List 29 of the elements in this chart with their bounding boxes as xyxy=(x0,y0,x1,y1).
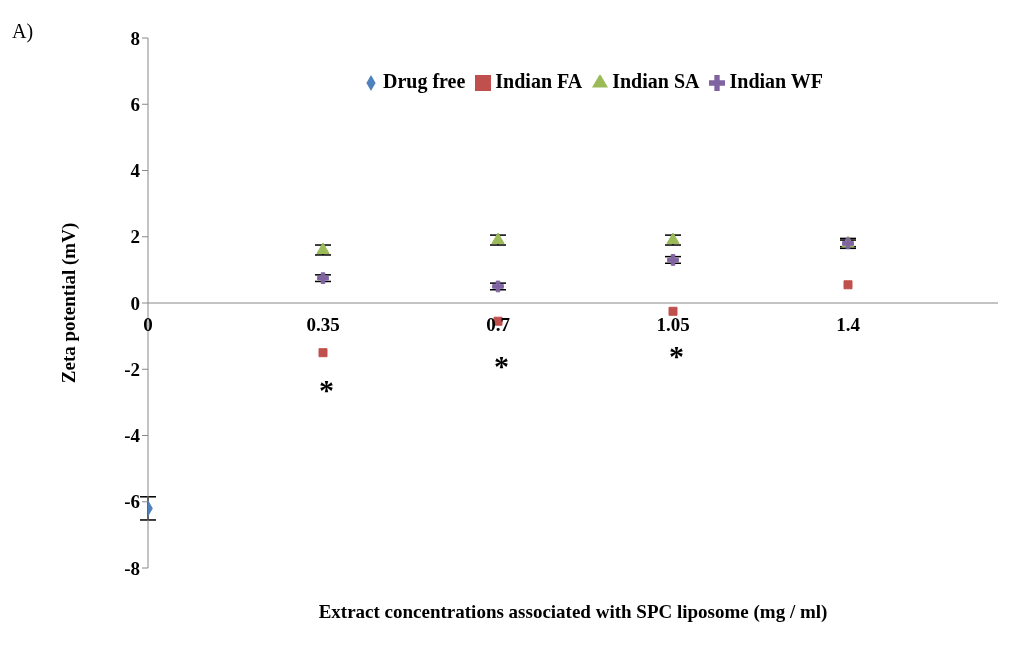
y-tick-label: 8 xyxy=(130,27,140,49)
annotation: * xyxy=(319,372,334,407)
x-tick-label: 0.7 xyxy=(486,314,511,335)
x-tick-label: 1.05 xyxy=(656,314,690,335)
y-axis-title: Zeta potential (mV) xyxy=(57,222,80,384)
x-tick-label: 1.4 xyxy=(836,314,861,335)
y-tick-label: -2 xyxy=(124,358,140,380)
point xyxy=(318,348,328,358)
y-tick-label: -4 xyxy=(124,425,141,447)
x-tick-label: 0.35 xyxy=(306,314,340,335)
legend-label: Indian WF xyxy=(729,70,824,92)
point xyxy=(667,254,679,266)
point xyxy=(492,280,504,293)
point xyxy=(317,272,329,285)
legend-label: Drug free xyxy=(382,70,466,92)
annotation: * xyxy=(669,339,684,374)
y-tick-label: 6 xyxy=(130,94,140,115)
text: A) xyxy=(12,20,34,43)
y-tick-label: 2 xyxy=(130,226,140,248)
annotation: * xyxy=(494,349,509,384)
y-tick-label: 4 xyxy=(130,160,141,182)
legend-label: Indian FA xyxy=(495,70,583,92)
y-tick-label: 0 xyxy=(130,292,140,314)
y-tick-label: -8 xyxy=(124,557,140,579)
legend-label: Indian SA xyxy=(612,70,700,92)
y-tick-label: -6 xyxy=(124,491,140,513)
point xyxy=(843,280,853,290)
point xyxy=(668,306,678,316)
x-axis-title: Extract concentrations associated with SPC liposome (mg / ml) xyxy=(318,601,828,623)
